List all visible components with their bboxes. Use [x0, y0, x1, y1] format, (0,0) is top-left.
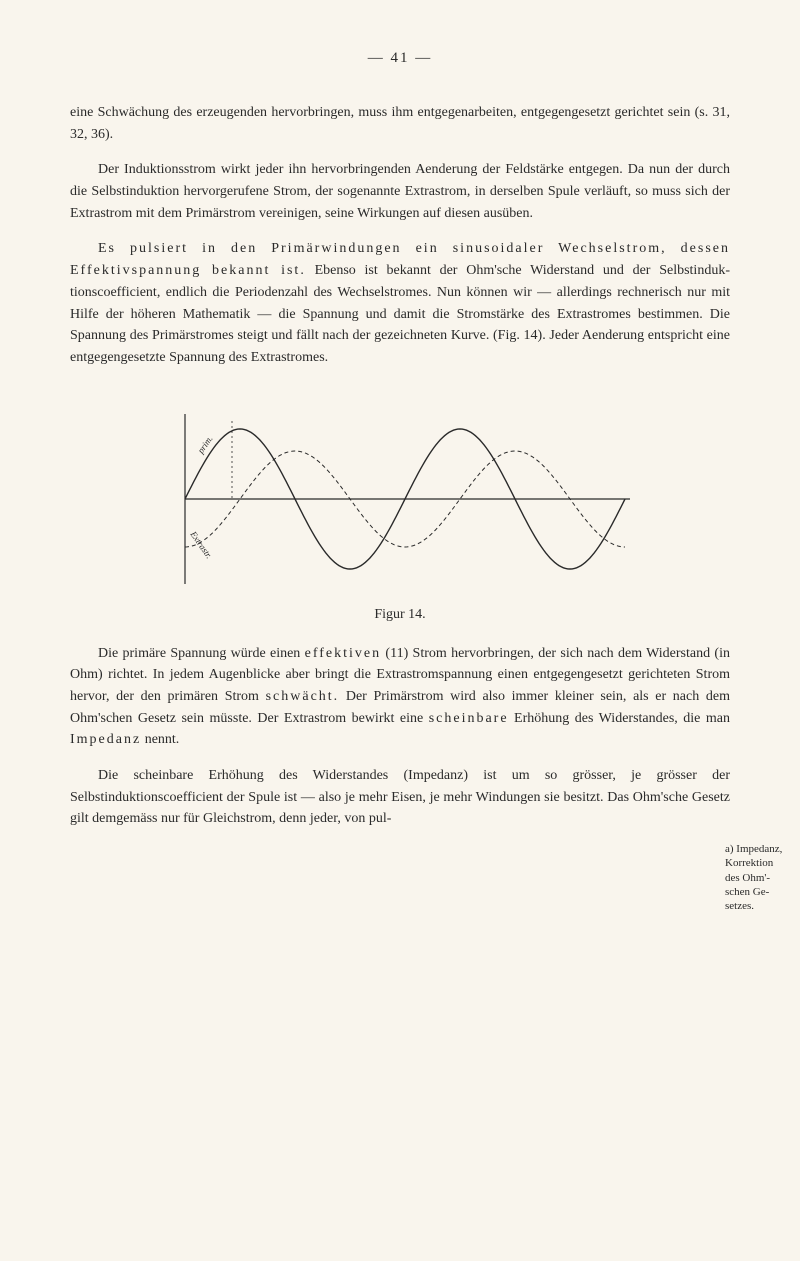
paragraph-1: eine Schwächung des erzeugenden hervorbr… [70, 102, 730, 145]
paragraph-4-part4: Erhöhung des Widerstandes, die man [509, 711, 730, 726]
page-number: — 41 — [70, 50, 730, 67]
page-container: — 41 — eine Schwächung des erzeugenden h… [0, 0, 800, 1261]
paragraph-4-emphasis-effektiven: effektiven [305, 646, 382, 661]
figure-14-caption: Figur 14. [70, 607, 730, 623]
paragraph-2: Der Induktionsstrom wirkt jeder ihn herv… [70, 159, 730, 224]
figure-label-primary: prim. [195, 433, 215, 455]
paragraph-4-emphasis-schwaecht: schwächt. [266, 689, 340, 704]
paragraph-3-body: Ebenso ist bekannt der Ohm'sche Widersta… [70, 263, 730, 365]
paragraph-4-emphasis-impedanz: Impedanz [70, 732, 141, 747]
figure-14-container: prim. Extrastr. Figur 14. [70, 399, 730, 623]
paragraph-4-part1: Die primäre Spannung würde einen [98, 646, 305, 661]
paragraph-4-part5: nennt. [141, 732, 179, 747]
figure-label-extra: Extrastr. [188, 528, 214, 560]
paragraph-4-emphasis-scheinbare: scheinbare [429, 711, 509, 726]
margin-note-impedanz: a) Impedanz, Korrektion des Ohm'­schen G… [725, 842, 790, 913]
paragraph-4: Die primäre Spannung würde einen effekti… [70, 643, 730, 751]
figure-14-svg: prim. Extrastr. [160, 399, 640, 599]
paragraph-3: Es pulsiert in den Primärwindungen ein s… [70, 238, 730, 368]
paragraph-5: Die scheinbare Erhöhung des Widerstandes… [70, 765, 730, 830]
